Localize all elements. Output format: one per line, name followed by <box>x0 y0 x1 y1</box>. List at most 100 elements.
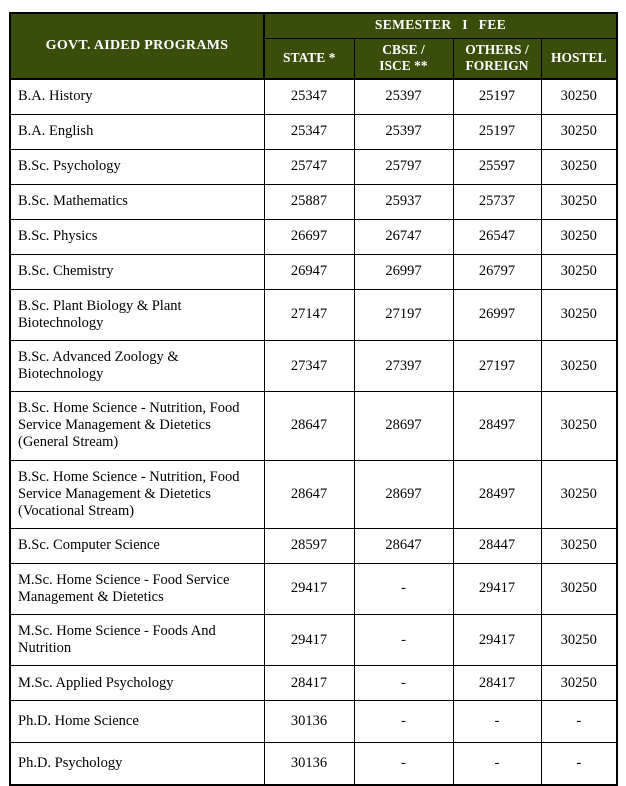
fee-value-cell: - <box>540 742 618 786</box>
fee-value-cell: 29417 <box>263 614 355 667</box>
fee-value-cell: 30250 <box>540 183 618 220</box>
program-name-cell: B.Sc. Home Science - Nutrition, Food Ser… <box>9 459 265 529</box>
fee-value-cell: 27397 <box>353 339 454 393</box>
fee-value-cell: 25347 <box>263 113 355 150</box>
fee-value-cell: - <box>353 700 454 744</box>
fee-value-cell: 30250 <box>540 78 618 115</box>
program-name-cell: B.Sc. Psychology <box>9 148 265 185</box>
fee-value-cell: 25597 <box>452 148 542 185</box>
program-name-cell: B.A. History <box>9 78 265 115</box>
fee-value-cell: 30136 <box>263 742 355 786</box>
fee-value-cell: 27347 <box>263 339 355 393</box>
fee-value-cell: 30250 <box>540 527 618 564</box>
program-name-cell: M.Sc. Home Science - Foods And Nutrition <box>9 614 265 667</box>
group-header-semester-fee: SEMESTER I FEE <box>263 12 618 39</box>
fee-value-cell: - <box>353 665 454 702</box>
fee-value-cell: 28497 <box>452 391 542 461</box>
fee-value-cell: 26547 <box>452 218 542 255</box>
fee-value-cell: 25397 <box>353 78 454 115</box>
fee-value-cell: 30250 <box>540 148 618 185</box>
fee-value-cell: 25197 <box>452 113 542 150</box>
table-row: B.Sc. Home Science - Nutrition, Food Ser… <box>9 459 618 529</box>
program-name-cell: B.Sc. Chemistry <box>9 253 265 290</box>
fee-value-cell: 28647 <box>263 391 355 461</box>
fee-value-cell: 25347 <box>263 78 355 115</box>
fee-value-cell: 26947 <box>263 253 355 290</box>
fee-value-cell: 27197 <box>353 288 454 341</box>
fee-value-cell: 29417 <box>263 562 355 616</box>
fee-value-cell: - <box>540 700 618 744</box>
fee-value-cell: 29417 <box>452 562 542 616</box>
table-row: B.Sc. Plant Biology & Plant Biotechnolog… <box>9 288 618 341</box>
fee-value-cell: 25797 <box>353 148 454 185</box>
fee-value-cell: - <box>353 614 454 667</box>
table-row: B.Sc. Home Science - Nutrition, Food Ser… <box>9 391 618 461</box>
program-name-cell: M.Sc. Home Science - Food Service Manage… <box>9 562 265 616</box>
program-name-cell: B.Sc. Computer Science <box>9 527 265 564</box>
table-row: B.Sc. Physics 26697 26747 26547 30250 <box>9 218 618 255</box>
fee-value-cell: 26697 <box>263 218 355 255</box>
table-row: Ph.D. Psychology 30136- - - <box>9 742 618 786</box>
program-name-cell: B.A. English <box>9 113 265 150</box>
program-name-cell: B.Sc. Physics <box>9 218 265 255</box>
fee-value-cell: 30250 <box>540 562 618 616</box>
program-name-cell: Ph.D. Psychology <box>9 742 265 786</box>
column-header-others-foreign: OTHERS / FOREIGN <box>452 37 542 81</box>
fee-value-cell: 27147 <box>263 288 355 341</box>
fee-value-cell: 30250 <box>540 253 618 290</box>
fee-value-cell: 25887 <box>263 183 355 220</box>
fee-value-cell: - <box>353 562 454 616</box>
fee-value-cell: 28597 <box>263 527 355 564</box>
fee-value-cell: 30250 <box>540 391 618 461</box>
table-row: Ph.D. Home Science 30136- - - <box>9 700 618 744</box>
fee-value-cell: 28417 <box>263 665 355 702</box>
table-row: M.Sc. Home Science - Foods And Nutrition… <box>9 614 618 667</box>
fee-value-cell: 30136 <box>263 700 355 744</box>
column-header-hostel: HOSTEL <box>540 37 618 81</box>
column-header-state: STATE * <box>263 37 355 81</box>
fee-value-cell: 26997 <box>452 288 542 341</box>
program-name-cell: M.Sc. Applied Psychology <box>9 665 265 702</box>
fee-value-cell: 26997 <box>353 253 454 290</box>
table-row: B.Sc. Advanced Zoology & Biotechnology 27… <box>9 339 618 393</box>
fee-value-cell: - <box>452 700 542 744</box>
fee-value-cell: 25937 <box>353 183 454 220</box>
table-row: M.Sc. Home Science - Food Service Manage… <box>9 562 618 616</box>
table-row: B.Sc. Computer Science 28597 28647 28447 302… <box>9 527 618 564</box>
fee-value-cell: 27197 <box>452 339 542 393</box>
fee-value-cell: 30250 <box>540 113 618 150</box>
fee-value-cell: 30250 <box>540 459 618 529</box>
program-name-cell: B.Sc. Advanced Zoology & Biotechnology <box>9 339 265 393</box>
program-name-cell: Ph.D. Home Science <box>9 700 265 744</box>
fee-value-cell: 30250 <box>540 614 618 667</box>
fee-value-cell: 25747 <box>263 148 355 185</box>
fee-table: GOVT. AIDED PROGRAMS SEMESTER I FEE STAT… <box>9 12 619 786</box>
table-row: B.Sc. Mathematics 25887 25937 25737 30250 <box>9 183 618 220</box>
fee-value-cell: 29417 <box>452 614 542 667</box>
fee-table-header: GOVT. AIDED PROGRAMS SEMESTER I FEE STAT… <box>9 12 618 81</box>
table-row: B.Sc. Chemistry 26947 26997 26797 30250 <box>9 253 618 290</box>
fee-value-cell: 28647 <box>353 527 454 564</box>
corner-header-govt-aided-programs: GOVT. AIDED PROGRAMS <box>9 12 265 81</box>
header-row-columns: STATE * CBSE / ISCE ** OTHERS / FOREIGN … <box>10 37 618 81</box>
header-row-group: GOVT. AIDED PROGRAMS SEMESTER I FEE <box>9 12 618 81</box>
column-header-cbse-isce: CBSE / ISCE ** <box>353 37 454 81</box>
fee-value-cell: 28697 <box>353 459 454 529</box>
fee-value-cell: - <box>452 742 542 786</box>
fee-value-cell: 25397 <box>353 113 454 150</box>
program-name-cell: B.Sc. Home Science - Nutrition, Food Ser… <box>9 391 265 461</box>
fee-value-cell: 25737 <box>452 183 542 220</box>
fee-value-cell: 30250 <box>540 218 618 255</box>
table-row: B.A. History 25347 25397 25197 30250 <box>9 78 618 115</box>
fee-value-cell: 30250 <box>540 339 618 393</box>
fee-value-cell: 30250 <box>540 288 618 341</box>
program-name-cell: B.Sc. Mathematics <box>9 183 265 220</box>
fee-value-cell: 28697 <box>353 391 454 461</box>
fee-value-cell: 26797 <box>452 253 542 290</box>
fee-value-cell: 28447 <box>452 527 542 564</box>
fee-value-cell: 30250 <box>540 665 618 702</box>
table-row: B.A. English 25347 25397 25197 30250 <box>9 113 618 150</box>
fee-value-cell: 26747 <box>353 218 454 255</box>
fee-value-cell: 25197 <box>452 78 542 115</box>
table-row: M.Sc. Applied Psychology 28417-28417 30250 <box>9 665 618 702</box>
